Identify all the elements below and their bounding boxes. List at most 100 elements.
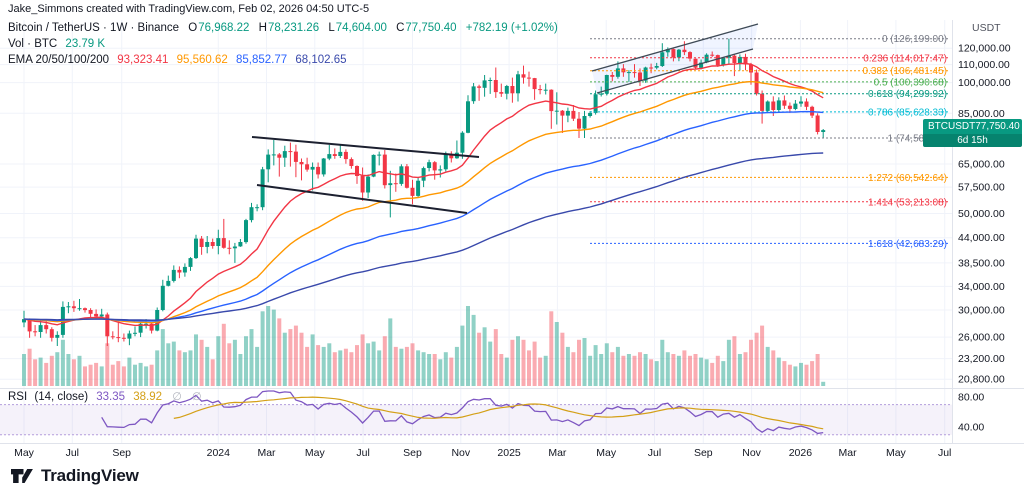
volume-bar: [160, 329, 165, 386]
time-axis-label[interactable]: Nov: [451, 447, 470, 459]
tradingview-logo-icon: [11, 469, 33, 483]
price-axis-label[interactable]: 65,000.00: [958, 159, 1005, 171]
candle-body: [543, 89, 548, 91]
hidden-plot-icon[interactable]: ∅: [192, 391, 202, 403]
volume-bar: [782, 361, 787, 386]
price-axis-label[interactable]: 110,000.00: [958, 59, 1010, 71]
fib-label: 0 (126,199.00): [882, 34, 947, 45]
volume-bar: [277, 318, 282, 386]
price-axis-label[interactable]: 20,800.00: [958, 374, 1005, 386]
volume-bar: [177, 350, 182, 386]
candle-body: [55, 334, 60, 338]
tradingview-footer-link[interactable]: TradingView: [10, 464, 139, 488]
price-axis-label[interactable]: 34,000.00: [958, 281, 1005, 293]
candle-body: [754, 72, 759, 94]
candle-body: [327, 154, 332, 159]
trend-line[interactable]: [251, 136, 480, 158]
volume-bar: [810, 361, 815, 386]
time-axis-label[interactable]: Mar: [257, 447, 276, 459]
time-axis-label[interactable]: Jul: [66, 447, 79, 459]
time-axis-label[interactable]: May: [305, 447, 326, 459]
volume-bar: [244, 336, 248, 386]
volume-bar: [116, 361, 121, 386]
time-axis-label[interactable]: May: [596, 447, 617, 459]
price-axis-label[interactable]: 38,500.00: [958, 257, 1005, 269]
time-axis-label[interactable]: Sep: [403, 447, 422, 459]
candle-body: [593, 94, 598, 113]
trend-line[interactable]: [596, 48, 754, 94]
rsi-label[interactable]: RSI: [8, 391, 28, 403]
candle-body: [371, 154, 376, 177]
badge-price: 77,750.40: [975, 121, 1020, 132]
candle-body: [116, 337, 121, 339]
time-axis-label[interactable]: Sep: [112, 447, 131, 459]
time-axis-label[interactable]: Jul: [648, 447, 661, 459]
volume-bar: [493, 329, 498, 386]
candle-body: [477, 86, 482, 88]
volume-bar: [443, 352, 448, 386]
volume-bar: [693, 354, 698, 386]
price-axis-label[interactable]: 50,000.00: [958, 208, 1005, 220]
candle-body: [577, 118, 581, 129]
candle-body: [516, 74, 520, 94]
candle-body: [671, 49, 676, 58]
price-axis-label[interactable]: 57,500.00: [958, 182, 1005, 194]
symbol-title[interactable]: Bitcoin / TetherUS · 1W · Binance: [8, 22, 180, 34]
candle-body: [338, 151, 343, 156]
price-axis-label[interactable]: 44,000.00: [958, 232, 1005, 244]
price-axis-label[interactable]: 23,200.00: [958, 353, 1005, 365]
volume-bar: [521, 339, 526, 386]
candle-body: [133, 332, 137, 334]
time-axis-label[interactable]: May: [886, 447, 907, 459]
candle-body: [105, 314, 110, 337]
candle-body: [554, 110, 559, 112]
time-axis-label[interactable]: May: [14, 447, 35, 459]
volume-bar: [737, 354, 742, 386]
candle-body: [299, 162, 304, 165]
volume-bar: [477, 332, 482, 386]
ema-label[interactable]: EMA 20/50/100/200: [8, 54, 110, 66]
time-axis-label[interactable]: 2026: [789, 447, 813, 459]
time-axis-label[interactable]: Nov: [742, 447, 761, 459]
price-axis-label[interactable]: 100,000.00: [958, 77, 1011, 89]
volume-bar: [382, 336, 387, 386]
candle-body: [443, 154, 448, 170]
ohlc-open-label: O: [188, 22, 198, 34]
candle-body: [410, 187, 415, 196]
trend-line[interactable]: [591, 23, 759, 72]
time-axis-label[interactable]: Mar: [548, 447, 567, 459]
volume-bar: [510, 339, 515, 386]
time-axis-label[interactable]: Jul: [938, 447, 951, 459]
trend-line[interactable]: [256, 184, 468, 214]
volume-bar: [721, 361, 726, 386]
volume-label[interactable]: Vol · BTC: [8, 38, 58, 50]
candle-body: [765, 101, 770, 111]
candle-body: [626, 72, 631, 74]
candle-body: [704, 54, 709, 63]
volume-bar: [260, 311, 265, 386]
volume-bar: [776, 357, 781, 386]
time-axis-label[interactable]: Jul: [356, 447, 369, 459]
candle-body: [144, 323, 149, 325]
price-axis-label[interactable]: 26,000.00: [958, 332, 1005, 344]
price-axis-currency-label[interactable]: USDT: [972, 22, 1001, 34]
time-axis-label[interactable]: 2024: [207, 447, 231, 459]
candle-body: [488, 80, 493, 81]
time-axis-label[interactable]: 2025: [497, 447, 521, 459]
volume-bar: [765, 346, 770, 386]
candle-body: [699, 62, 704, 68]
rsi-axis-label[interactable]: 40.00: [958, 422, 984, 434]
hidden-plot-icon[interactable]: ∅: [172, 391, 182, 403]
candle-body: [421, 168, 426, 181]
time-axis-label[interactable]: Mar: [839, 447, 858, 459]
candle-body: [199, 238, 204, 247]
price-axis-label[interactable]: 30,000.00: [958, 305, 1005, 317]
volume-bar: [815, 354, 820, 386]
volume-bar: [715, 355, 720, 386]
price-axis-label[interactable]: 85,000.00: [958, 108, 1005, 120]
price-axis-label[interactable]: 120,000.00: [958, 43, 1011, 55]
time-axis-label[interactable]: Sep: [694, 447, 713, 459]
current-price-badge[interactable]: BTCUSDT 77,750.40 6d 15h: [923, 119, 1022, 147]
rsi-axis-label[interactable]: 80.00: [958, 392, 984, 404]
